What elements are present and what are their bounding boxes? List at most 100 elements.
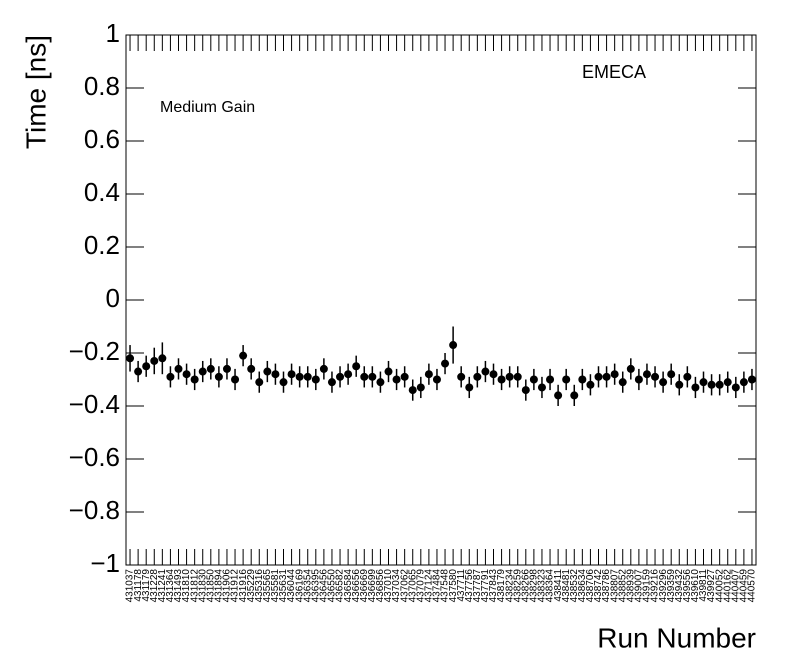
data-point (497, 375, 506, 384)
x-tick-label: 438634 (577, 569, 588, 603)
data-point (441, 359, 450, 368)
x-tick-label: 431894 (214, 569, 225, 603)
data-point (376, 378, 385, 387)
data-point (699, 378, 708, 387)
x-axis-title: Run Number (597, 622, 756, 653)
x-tick-label: 437079 (415, 569, 426, 603)
x-tick-label: 431178 (133, 569, 144, 602)
data-point (715, 380, 724, 389)
x-tick-label: 438298 (529, 569, 540, 603)
data-point (513, 372, 522, 381)
x-tick-label: 438706 (585, 569, 596, 603)
x-tick-label: 431241 (157, 569, 168, 603)
x-tick-label: 436550 (327, 569, 338, 603)
data-point (659, 378, 668, 387)
data-point (691, 383, 700, 392)
y-tick-label: −0.8 (69, 495, 120, 525)
annotation: Medium Gain (160, 99, 255, 116)
data-point (214, 372, 223, 381)
y-tick-label: −0.6 (69, 442, 120, 472)
data-point (481, 367, 490, 376)
data-point (594, 372, 603, 381)
x-tick-label: 439007 (634, 569, 645, 603)
x-tick-label: 435631 (278, 569, 289, 603)
y-tick-label: 0.4 (84, 177, 120, 207)
y-tick-label: −1 (90, 548, 120, 578)
data-point (408, 386, 417, 395)
data-point (126, 354, 135, 363)
data-point (562, 375, 571, 384)
data-point (747, 375, 756, 384)
x-tick-label: 431179 (141, 569, 152, 602)
x-tick-label: 439556 (682, 569, 693, 603)
x-tick-label: 438786 (601, 569, 612, 603)
data-point (707, 380, 716, 389)
x-tick-label: 431037 (125, 569, 136, 603)
data-point (222, 364, 231, 373)
x-tick-label: 438323 (537, 569, 548, 603)
data-point (424, 370, 433, 379)
x-tick-label: 431912 (230, 569, 241, 603)
data-point (247, 364, 256, 373)
x-tick-label: 437787 (472, 569, 483, 603)
x-tick-label: 435316 (254, 569, 265, 603)
x-tick-label: 437484 (432, 569, 443, 603)
data-point (134, 367, 143, 376)
x-tick-label: 438481 (561, 569, 572, 603)
data-point (610, 370, 619, 379)
data-point (626, 364, 635, 373)
x-tick-label: 436582 (335, 569, 346, 603)
x-tick-label: 436584 (343, 569, 354, 603)
y-tick-label: 1 (106, 18, 120, 48)
x-tick-label: 431364 (165, 569, 176, 603)
y-tick-label: −0.4 (69, 389, 120, 419)
x-tick-label: 431493 (173, 569, 184, 603)
x-tick-label: 439610 (690, 569, 701, 603)
x-tick-label: 438852 (617, 569, 628, 603)
data-point (344, 370, 353, 379)
x-tick-label: 436354 (302, 569, 313, 603)
data-point (311, 375, 320, 384)
data-point (529, 375, 538, 384)
x-tick-label: 439159 (642, 569, 653, 603)
data-point (158, 354, 167, 363)
x-tick-label: 438259 (512, 569, 523, 603)
x-tick-label: 440407 (730, 569, 741, 603)
x-tick-label: 439359 (666, 569, 677, 603)
x-tick-label: 439432 (674, 569, 685, 603)
data-point (537, 383, 546, 392)
data-point (166, 372, 175, 381)
data-point (206, 364, 215, 373)
data-point (634, 375, 643, 384)
x-tick-label: 439296 (658, 569, 669, 603)
data-point (667, 370, 676, 379)
data-point (618, 378, 627, 387)
data-point (352, 362, 361, 371)
x-tick-label: 438532 (569, 569, 580, 603)
data-point (319, 364, 328, 373)
x-tick-label: 440162 (722, 569, 733, 603)
data-point (642, 370, 651, 379)
data-point (336, 372, 345, 381)
data-point (368, 372, 377, 381)
x-tick-label: 438266 (520, 569, 531, 603)
x-tick-label: 438234 (504, 569, 515, 603)
data-point (150, 356, 159, 365)
data-point (675, 380, 684, 389)
x-tick-label: 437034 (391, 569, 402, 603)
y-tick-label: −0.2 (69, 336, 120, 366)
x-tick-label: 431810 (181, 569, 192, 603)
data-point (723, 378, 732, 387)
x-tick-label: 436456 (319, 569, 330, 603)
x-tick-label: 435581 (270, 569, 281, 603)
data-point (255, 378, 264, 387)
x-tick-label: 439216 (650, 569, 661, 603)
data-point (570, 391, 579, 400)
x-tick-label: 437124 (424, 569, 435, 603)
x-tick-label: 431916 (238, 569, 249, 603)
x-tick-label: 440459 (739, 569, 750, 603)
data-point (271, 370, 280, 379)
data-point (360, 372, 369, 381)
data-point (279, 378, 288, 387)
x-tick-label: 437065 (407, 569, 418, 603)
